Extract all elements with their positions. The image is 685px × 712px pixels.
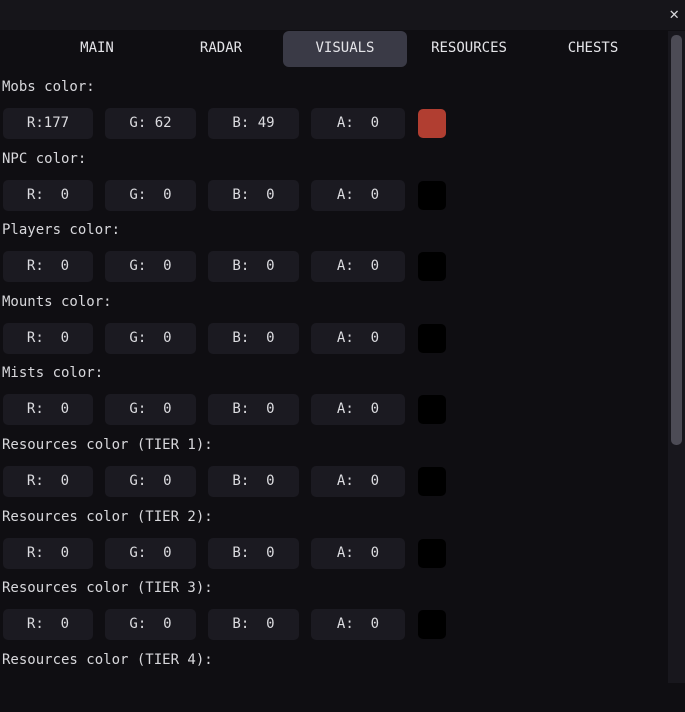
color-setting: Resources color (TIER 1): R: 0 G: 0 B: 0 A: … bbox=[0, 425, 665, 497]
blue-input[interactable]: B: 0 bbox=[208, 251, 299, 283]
green-input[interactable]: G: 0 bbox=[105, 537, 196, 569]
color-label: Resources color (TIER 4): bbox=[2, 651, 213, 668]
red-input[interactable]: R: 0 bbox=[3, 394, 93, 426]
tab-resources[interactable]: RESOURCES bbox=[431, 40, 507, 56]
green-input[interactable]: G: 0 bbox=[105, 394, 196, 426]
red-input[interactable]: R: 0 bbox=[3, 179, 93, 211]
red-input[interactable]: R: 0 bbox=[3, 251, 93, 283]
color-setting: NPC color: R: 0 G: 0 B: 0 A: 0 bbox=[0, 139, 665, 211]
color-setting: Resources color (TIER 4): bbox=[0, 640, 665, 712]
green-input[interactable]: G: 0 bbox=[105, 179, 196, 211]
color-setting: Mounts color: R: 0 G: 0 B: 0 A: 0 bbox=[0, 282, 665, 354]
alpha-input[interactable]: A: 0 bbox=[311, 609, 405, 641]
color-setting: Mists color: R: 0 G: 0 B: 0 A: 0 bbox=[0, 353, 665, 426]
color-setting: Resources color (TIER 2): R: 0 G: 0 B: 0 A: … bbox=[0, 497, 665, 569]
blue-input[interactable]: B: 0 bbox=[208, 537, 299, 569]
color-label: Resources color (TIER 1): bbox=[2, 437, 213, 453]
red-input[interactable]: R: 0 bbox=[3, 322, 93, 354]
blue-input[interactable]: B: 0 bbox=[208, 466, 299, 497]
color-swatch[interactable] bbox=[418, 538, 446, 568]
alpha-input[interactable]: A: 0 bbox=[311, 394, 405, 426]
tab-chests[interactable]: CHESTS bbox=[567, 40, 619, 56]
color-label: Mobs color: bbox=[2, 79, 95, 95]
color-swatch[interactable] bbox=[418, 252, 446, 282]
green-input[interactable]: G: 62 bbox=[105, 108, 196, 139]
alpha-input[interactable]: A: 0 bbox=[311, 108, 405, 139]
alpha-input[interactable]: A: 0 bbox=[311, 322, 405, 354]
green-input[interactable]: G: 0 bbox=[105, 322, 196, 354]
red-input[interactable]: R: 0 bbox=[3, 609, 93, 641]
scrollbar[interactable] bbox=[668, 31, 685, 683]
color-swatch[interactable] bbox=[418, 395, 446, 425]
blue-input[interactable]: B: 0 bbox=[208, 609, 299, 641]
blue-input[interactable]: B: 0 bbox=[208, 394, 299, 426]
red-input[interactable]: R:177 bbox=[3, 108, 93, 139]
color-swatch[interactable] bbox=[418, 467, 446, 496]
color-label: Mounts color: bbox=[2, 293, 112, 310]
blue-input[interactable]: B: 0 bbox=[208, 179, 299, 211]
tab-radar[interactable]: RADAR bbox=[199, 40, 243, 56]
alpha-input[interactable]: A: 0 bbox=[311, 179, 405, 211]
color-label: Mists color: bbox=[2, 365, 104, 382]
alpha-input[interactable]: A: 0 bbox=[311, 537, 405, 569]
color-setting: Resources color (TIER 3): R: 0 G: 0 B: 0 A: … bbox=[0, 568, 665, 641]
color-swatch[interactable] bbox=[418, 180, 446, 210]
color-swatch[interactable] bbox=[418, 323, 446, 353]
color-label: Players color: bbox=[2, 222, 121, 239]
color-swatch[interactable] bbox=[418, 610, 446, 640]
tab-bar: MAIN RADAR VISUALS RESOURCES CHESTS bbox=[0, 31, 665, 67]
color-label: Resources color (TIER 2): bbox=[2, 508, 213, 525]
blue-input[interactable]: B: 49 bbox=[208, 108, 299, 139]
color-swatch[interactable] bbox=[418, 109, 446, 138]
color-setting: Mobs color: R:177 G: 62 B: 49 A: 0 bbox=[0, 67, 665, 139]
close-icon[interactable]: ✕ bbox=[669, 4, 679, 23]
blue-input[interactable]: B: 0 bbox=[208, 322, 299, 354]
green-input[interactable]: G: 0 bbox=[105, 609, 196, 641]
green-input[interactable]: G: 0 bbox=[105, 251, 196, 283]
green-input[interactable]: G: 0 bbox=[105, 466, 196, 497]
color-label: NPC color: bbox=[2, 150, 87, 167]
color-label: Resources color (TIER 3): bbox=[2, 580, 213, 597]
tab-main[interactable]: MAIN bbox=[80, 40, 114, 56]
scrollbar-thumb[interactable] bbox=[671, 35, 682, 445]
title-bar: ✕ bbox=[0, 0, 685, 30]
alpha-input[interactable]: A: 0 bbox=[311, 466, 405, 497]
color-setting: Players color: R: 0 G: 0 B: 0 A: 0 bbox=[0, 210, 665, 283]
red-input[interactable]: R: 0 bbox=[3, 466, 93, 497]
red-input[interactable]: R: 0 bbox=[3, 537, 93, 569]
alpha-input[interactable]: A: 0 bbox=[311, 251, 405, 283]
tab-visuals[interactable]: VISUALS bbox=[283, 31, 407, 67]
